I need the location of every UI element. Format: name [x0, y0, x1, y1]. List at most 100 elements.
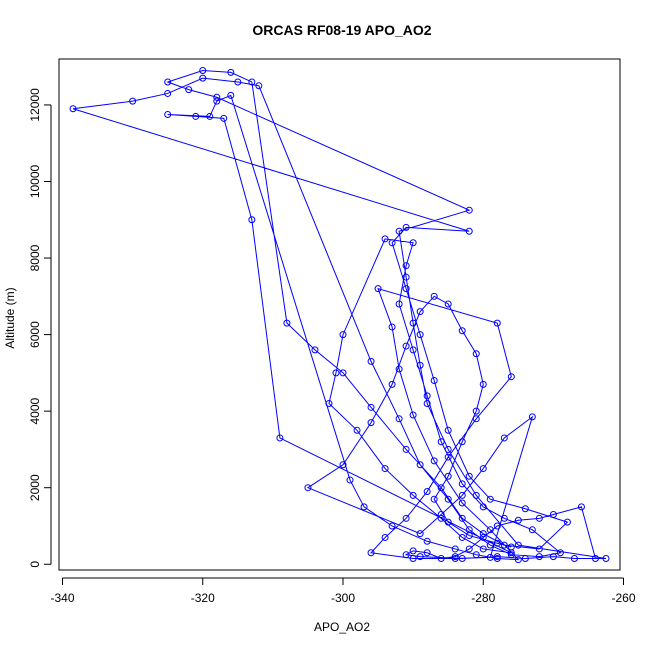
data-point-114 — [374, 285, 382, 293]
data-point-57 — [129, 97, 137, 105]
data-point-101 — [360, 503, 368, 511]
data-point-128 — [479, 465, 487, 473]
data-point-60 — [234, 78, 242, 86]
data-point-84 — [325, 399, 333, 407]
data-point-103 — [423, 537, 431, 545]
data-point-109 — [458, 499, 466, 507]
data-point-98 — [213, 97, 221, 105]
data-point-80 — [409, 239, 417, 247]
data-point-53 — [388, 239, 396, 247]
data-point-102 — [388, 522, 396, 530]
data-point-25 — [409, 319, 417, 327]
data-point-76 — [423, 392, 431, 400]
y-tick-label-4: 8000 — [28, 244, 42, 271]
data-point-142 — [479, 380, 487, 388]
y-tick-label-6: 12000 — [28, 88, 42, 122]
data-point-111 — [409, 411, 417, 419]
data-point-118 — [444, 453, 452, 461]
data-point-47 — [486, 495, 494, 503]
data-point-107 — [514, 556, 522, 564]
data-point-133 — [339, 461, 347, 469]
data-point-15 — [493, 553, 501, 561]
data-point-49 — [444, 426, 452, 434]
data-point-68 — [507, 551, 515, 559]
data-point-32 — [199, 66, 207, 74]
data-point-92 — [276, 434, 284, 442]
data-point-29 — [213, 93, 221, 101]
data-point-61 — [255, 82, 263, 90]
data-point-41 — [458, 514, 466, 522]
y-axis: 0 2000 4000 6000 8000 10000 12000 — [28, 88, 52, 568]
data-point-120 — [402, 514, 410, 522]
data-point-36 — [311, 346, 319, 354]
data-point-45 — [563, 518, 571, 526]
data-point-119 — [423, 488, 431, 496]
data-point-143 — [472, 407, 480, 415]
data-point-104 — [451, 545, 459, 553]
data-point-69 — [535, 553, 543, 561]
data-point-0 — [591, 555, 599, 563]
data-point-93 — [248, 216, 256, 224]
data-point-124 — [451, 555, 459, 563]
data-point-82 — [339, 331, 347, 339]
y-tick-label-1: 2000 — [28, 474, 42, 501]
data-point-72 — [500, 514, 508, 522]
data-point-95 — [192, 112, 200, 120]
data-point-96 — [164, 111, 172, 118]
data-point-9 — [437, 555, 445, 563]
data-point-136 — [402, 342, 410, 350]
data-point-17 — [549, 553, 557, 561]
data-point-24 — [416, 361, 424, 369]
data-point-139 — [444, 300, 452, 308]
data-point-44 — [535, 545, 543, 553]
data-point-140 — [458, 327, 466, 335]
data-point-99 — [227, 91, 235, 99]
data-point-38 — [367, 403, 375, 411]
data-point-56 — [69, 105, 77, 113]
data-point-88 — [437, 514, 445, 522]
data-point-71 — [528, 526, 536, 534]
data-point-3 — [535, 514, 543, 522]
data-point-112 — [395, 365, 403, 373]
data-point-106 — [493, 555, 501, 563]
data-point-125 — [486, 553, 494, 561]
data-point-48 — [465, 472, 473, 480]
y-tick-label-2: 4000 — [28, 397, 42, 424]
data-point-2 — [549, 511, 557, 518]
x-axis-label: APO_AO2 — [314, 620, 370, 634]
y-axis-label: Altitude (m) — [3, 287, 17, 348]
data-point-52 — [402, 285, 410, 293]
data-point-126 — [528, 413, 536, 421]
data-point-31 — [164, 78, 172, 86]
data-point-85 — [353, 426, 361, 434]
data-point-54 — [402, 223, 410, 231]
data-point-144 — [458, 438, 466, 446]
data-point-129 — [458, 491, 466, 499]
x-tick-label-4: -260 — [611, 591, 635, 605]
data-point-18 — [570, 555, 578, 563]
data-point-10 — [423, 549, 431, 557]
data-point-46 — [521, 505, 529, 513]
data-point-64 — [416, 461, 424, 469]
data-point-27 — [395, 227, 403, 235]
plot-frame — [58, 58, 621, 571]
data-point-13 — [416, 553, 424, 561]
data-point-58 — [164, 89, 172, 97]
series-layer — [69, 66, 610, 564]
data-point-105 — [472, 551, 480, 559]
data-point-7 — [465, 545, 473, 553]
data-point-150 — [507, 543, 515, 551]
data-point-146 — [430, 495, 438, 503]
chart-title: ORCAS RF08-19 APO_AO2 — [252, 22, 431, 38]
x-tick-label-3: -280 — [471, 591, 495, 605]
data-point-100 — [346, 476, 354, 484]
data-point-137 — [416, 308, 424, 316]
data-point-131 — [416, 530, 424, 538]
data-point-11 — [409, 547, 417, 555]
data-point-108 — [486, 526, 494, 534]
data-point-90 — [479, 545, 487, 553]
x-tick-label-1: -320 — [191, 591, 215, 605]
data-point-26 — [402, 273, 410, 281]
data-point-4 — [514, 516, 522, 524]
data-point-37 — [339, 369, 347, 377]
